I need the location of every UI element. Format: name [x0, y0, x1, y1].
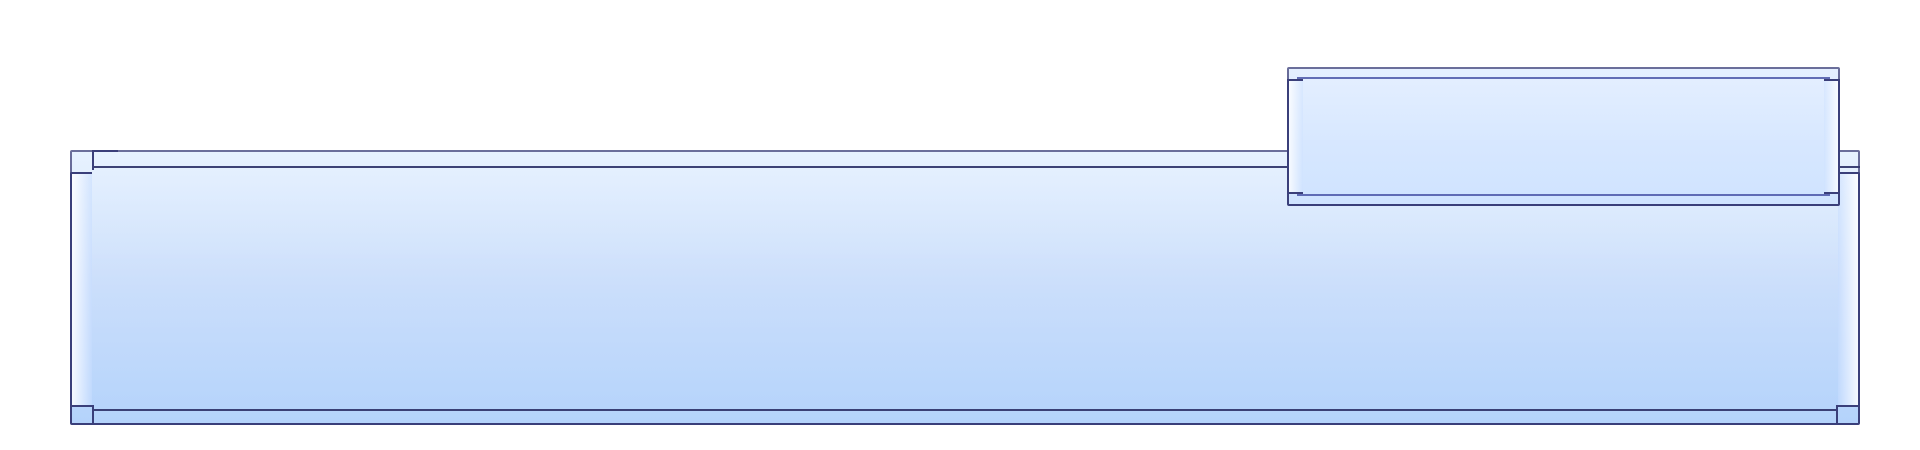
upper-panel-left-cap [1287, 79, 1303, 194]
main-panel-step-bottom-right [1812, 405, 1838, 425]
upper-panel-inner-top-line [1297, 77, 1830, 79]
main-panel-step-bottom-left [92, 405, 118, 425]
upper-right-glass-panel [1287, 67, 1840, 206]
upper-panel-frame [1287, 67, 1840, 206]
main-panel-inner-bottom-line [94, 409, 1836, 411]
upper-panel-right-cap [1824, 79, 1840, 194]
main-panel-inner-top-line [94, 166, 1860, 168]
upper-panel-inner-bottom-line [1297, 194, 1830, 196]
main-panel-step-top-left [92, 150, 118, 170]
main-panel-right-cap [1838, 172, 1860, 407]
main-panel-left-cap [70, 172, 92, 407]
